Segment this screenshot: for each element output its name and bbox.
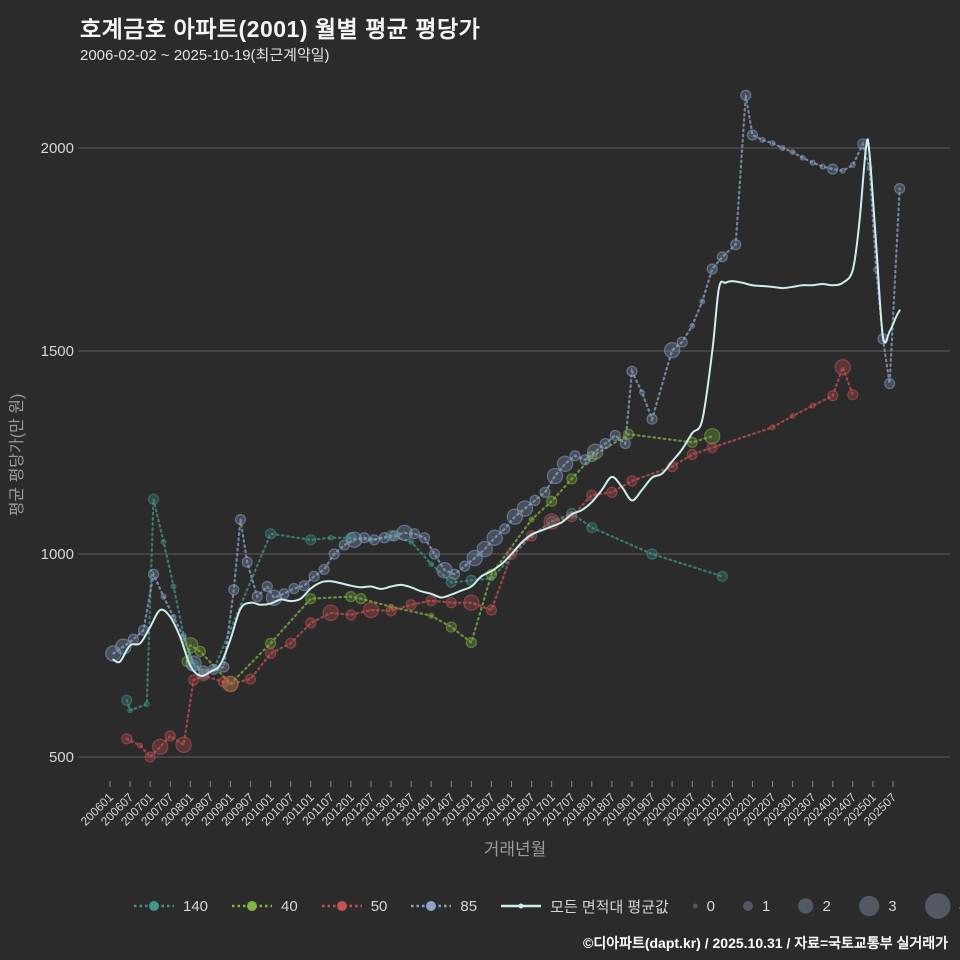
legend-label: 모든 면적대 평균값 bbox=[550, 898, 669, 916]
legend-item-40[interactable]: 40 bbox=[230, 898, 298, 915]
page-title: 호계금호 아파트(2001) 월별 평균 평당가 bbox=[80, 16, 481, 42]
size-legend-item-3: 3 bbox=[857, 892, 897, 920]
size-legend-item-0: 0 bbox=[691, 892, 715, 920]
chart-legend: 140 40 50 85 모든 면적대 평균값 0 1 2 3 4 bbox=[132, 892, 960, 920]
size-dot-icon bbox=[858, 895, 880, 917]
size-legend-label: 0 bbox=[706, 897, 715, 915]
legend-label: 140 bbox=[183, 897, 209, 915]
size-dot-icon bbox=[798, 898, 814, 914]
bubble-layer bbox=[105, 89, 906, 763]
legend-label: 85 bbox=[460, 897, 478, 915]
svg-text:거래년월: 거래년월 bbox=[484, 840, 547, 859]
size-dot-icon bbox=[742, 901, 753, 911]
size-legend: 0 1 2 3 4 bbox=[691, 892, 960, 920]
size-legend-item-4: 4 bbox=[923, 892, 960, 920]
svg-text:1500: 1500 bbox=[41, 343, 74, 360]
size-dot-icon bbox=[924, 893, 951, 919]
date-range-subtitle: 2006-02-02 ~ 2025-10-19(최근계약일) bbox=[80, 47, 330, 64]
legend-item-85[interactable]: 85 bbox=[409, 898, 477, 915]
legend-marker-icon bbox=[232, 901, 273, 911]
legend-label: 40 bbox=[281, 897, 298, 915]
legend-item-모든 면적대 평균값[interactable]: 모든 면적대 평균값 bbox=[499, 896, 669, 917]
legend-item-50[interactable]: 50 bbox=[320, 897, 388, 915]
svg-text:500: 500 bbox=[49, 749, 74, 766]
footer-credit: ©디아파트(dapt.kr) / 2025.10.31 / 자료=국토교통부 실… bbox=[583, 935, 948, 951]
legend-marker-icon bbox=[411, 901, 452, 911]
legend-marker-icon bbox=[321, 901, 362, 911]
svg-text:평균 평당가(만 원): 평균 평당가(만 원) bbox=[8, 394, 26, 517]
legend-label: 50 bbox=[370, 897, 388, 915]
svg-text:2000: 2000 bbox=[41, 140, 74, 157]
size-dot-icon bbox=[692, 903, 698, 909]
legend-marker-icon bbox=[134, 901, 174, 911]
legend-marker-icon bbox=[501, 903, 542, 909]
legend-item-140[interactable]: 140 bbox=[132, 898, 208, 915]
svg-text:1000: 1000 bbox=[41, 546, 74, 563]
size-legend-item-1: 1 bbox=[741, 892, 770, 920]
size-legend-label: 1 bbox=[761, 897, 771, 915]
size-legend-label: 2 bbox=[822, 897, 831, 915]
size-legend-item-2: 2 bbox=[796, 892, 831, 920]
size-legend-label: 3 bbox=[888, 897, 897, 915]
